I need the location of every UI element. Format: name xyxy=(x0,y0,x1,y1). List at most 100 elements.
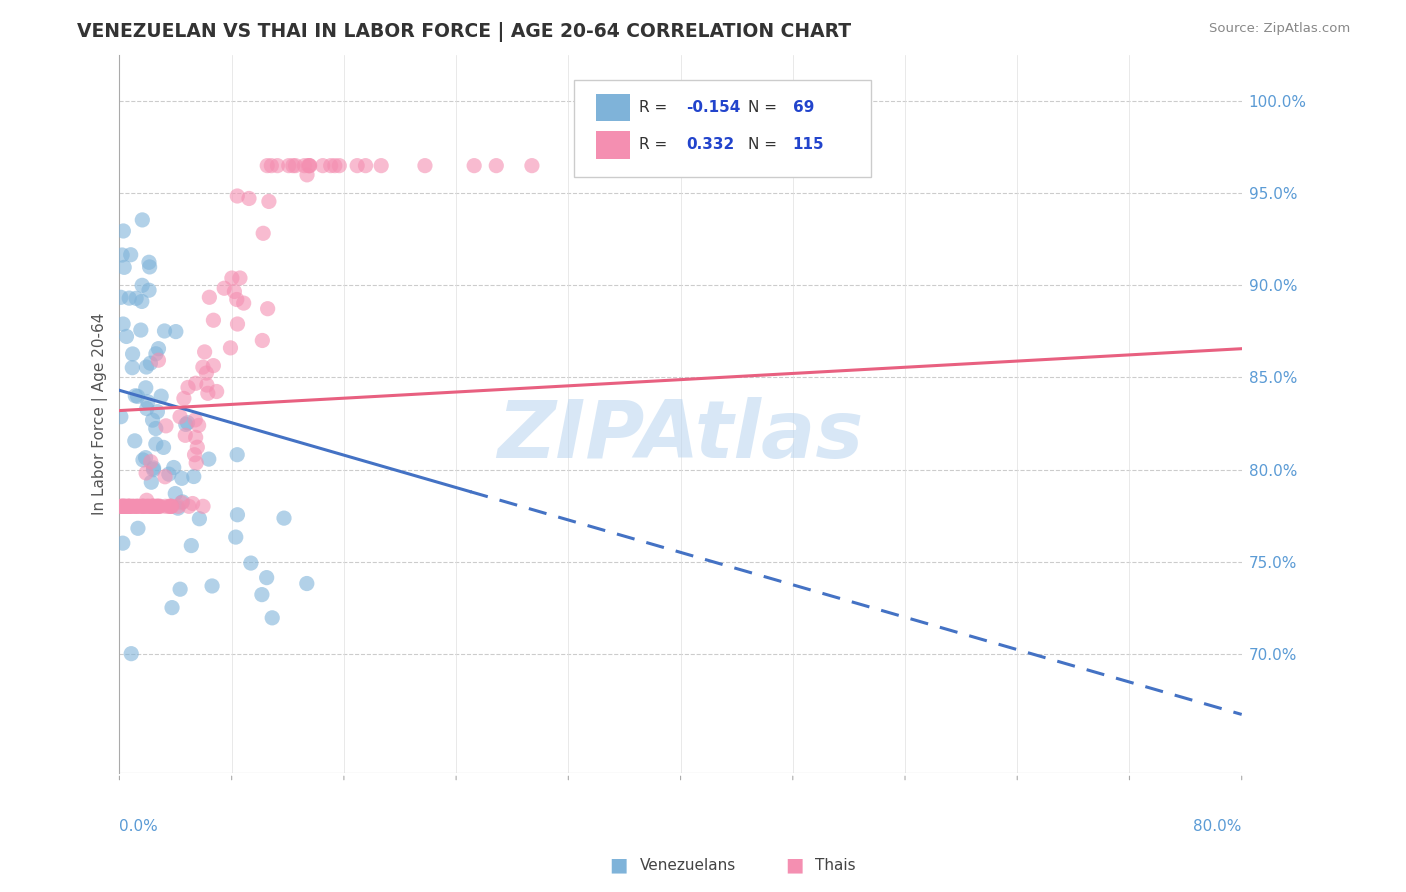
Point xyxy=(112,500,135,514)
Point xyxy=(146,500,169,514)
Point xyxy=(163,460,186,475)
Point xyxy=(187,418,209,433)
Text: 0.332: 0.332 xyxy=(686,137,734,153)
Point xyxy=(111,500,134,514)
Point xyxy=(127,500,149,514)
Point xyxy=(205,384,228,399)
Point xyxy=(260,159,283,173)
Point xyxy=(148,500,170,514)
Point xyxy=(295,576,318,591)
Text: R =: R = xyxy=(640,100,672,115)
Point xyxy=(281,159,304,173)
Y-axis label: In Labor Force | Age 20-64: In Labor Force | Age 20-64 xyxy=(93,313,108,516)
Point xyxy=(132,500,155,514)
Point xyxy=(256,571,278,585)
Point xyxy=(323,159,346,173)
Point xyxy=(463,159,485,173)
Point xyxy=(226,448,249,462)
Point xyxy=(232,296,254,310)
Text: 0.0%: 0.0% xyxy=(120,820,159,834)
Text: VENEZUELAN VS THAI IN LABOR FORCE | AGE 20-64 CORRELATION CHART: VENEZUELAN VS THAI IN LABOR FORCE | AGE … xyxy=(77,22,852,42)
Point xyxy=(138,260,160,274)
Point xyxy=(370,159,392,173)
Point xyxy=(148,353,170,368)
Point xyxy=(229,271,252,285)
Point xyxy=(354,159,377,173)
Point xyxy=(148,500,170,514)
Point xyxy=(197,452,219,467)
Text: ■: ■ xyxy=(785,855,804,875)
Point xyxy=(169,409,191,424)
Point xyxy=(225,293,247,307)
Text: 115: 115 xyxy=(793,137,824,153)
Point xyxy=(172,495,194,509)
Point xyxy=(238,191,260,205)
Point xyxy=(136,394,159,409)
Point xyxy=(191,500,214,514)
Point xyxy=(520,159,543,173)
Point xyxy=(252,227,274,241)
Point xyxy=(122,500,145,514)
Point xyxy=(201,579,224,593)
Point xyxy=(110,290,132,304)
Point xyxy=(202,313,225,327)
Point xyxy=(202,359,225,373)
Point xyxy=(188,512,211,526)
Point xyxy=(165,486,187,500)
Point xyxy=(135,500,157,514)
Point xyxy=(221,271,243,285)
Point xyxy=(219,341,242,355)
Point xyxy=(118,500,141,514)
Point xyxy=(167,500,190,514)
Point xyxy=(145,421,167,435)
Point xyxy=(114,500,136,514)
Point xyxy=(145,347,167,361)
Point xyxy=(262,611,284,625)
Point xyxy=(120,647,142,661)
Point xyxy=(142,461,165,475)
Point xyxy=(174,428,197,442)
Point xyxy=(297,159,319,173)
Point xyxy=(139,500,162,514)
Text: 69: 69 xyxy=(793,100,814,115)
Bar xyxy=(596,94,630,121)
Point xyxy=(150,389,173,403)
Point xyxy=(135,381,157,395)
Point xyxy=(160,600,183,615)
Point xyxy=(120,248,142,262)
Point xyxy=(112,224,135,238)
Point xyxy=(117,500,139,514)
Point xyxy=(141,500,163,514)
Point xyxy=(239,556,262,570)
Point xyxy=(142,413,165,427)
Point xyxy=(145,437,167,451)
Point xyxy=(139,455,162,469)
Point xyxy=(184,430,207,444)
Point xyxy=(153,469,176,483)
Point xyxy=(177,380,200,394)
Point xyxy=(152,441,174,455)
Point xyxy=(165,325,187,339)
Point xyxy=(138,255,160,269)
Point xyxy=(132,500,155,514)
Point xyxy=(145,500,167,514)
Point xyxy=(134,500,156,514)
Point xyxy=(135,493,157,508)
Point xyxy=(298,159,321,173)
Point xyxy=(191,360,214,375)
Point xyxy=(256,301,278,316)
Point xyxy=(180,539,202,553)
Point xyxy=(224,285,246,299)
Point xyxy=(136,500,159,514)
Point xyxy=(141,475,163,490)
Point xyxy=(170,471,193,485)
Point xyxy=(121,500,143,514)
Point xyxy=(138,283,160,297)
Point xyxy=(257,194,280,209)
Text: ■: ■ xyxy=(609,855,628,875)
Point xyxy=(112,260,135,275)
Bar xyxy=(596,131,630,159)
Point xyxy=(157,500,180,514)
Point xyxy=(110,500,132,514)
Point xyxy=(131,278,153,293)
